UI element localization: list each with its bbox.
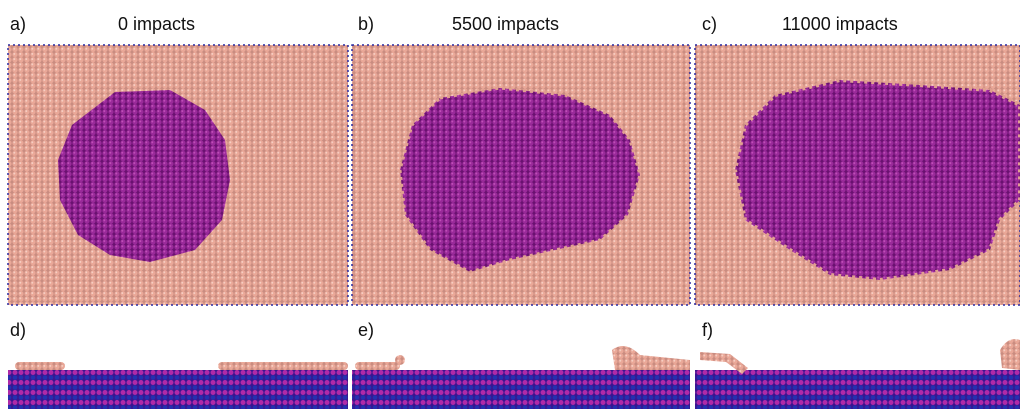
panel-title: 11000 impacts [782,14,898,34]
substrate [8,370,348,409]
film [355,362,400,370]
panel-title: 5500 impacts [452,14,559,34]
panel-c: c) 11000 impacts [695,14,1020,305]
panel-label: c) [702,14,717,34]
substrate [352,370,690,409]
panel-a: a) 0 impacts [8,14,348,305]
panel-label: b) [358,14,374,34]
panel-d: d) [8,320,348,409]
panel-title: 0 impacts [118,14,195,34]
film [218,362,348,370]
panel-e: e) [352,320,690,409]
panel-f: f) [695,320,1020,409]
film [1000,339,1020,370]
film [395,355,405,365]
panel-b: b) 5500 impacts [352,14,690,305]
panel-label: f) [702,320,713,340]
panel-label: a) [10,14,26,34]
panel-label: e) [358,320,374,340]
film [15,362,65,370]
substrate [695,370,1020,409]
panel-label: d) [10,320,26,340]
film [612,346,690,370]
figure: a) 0 impacts b) 5500 impacts c) 11000 im… [0,0,1020,409]
